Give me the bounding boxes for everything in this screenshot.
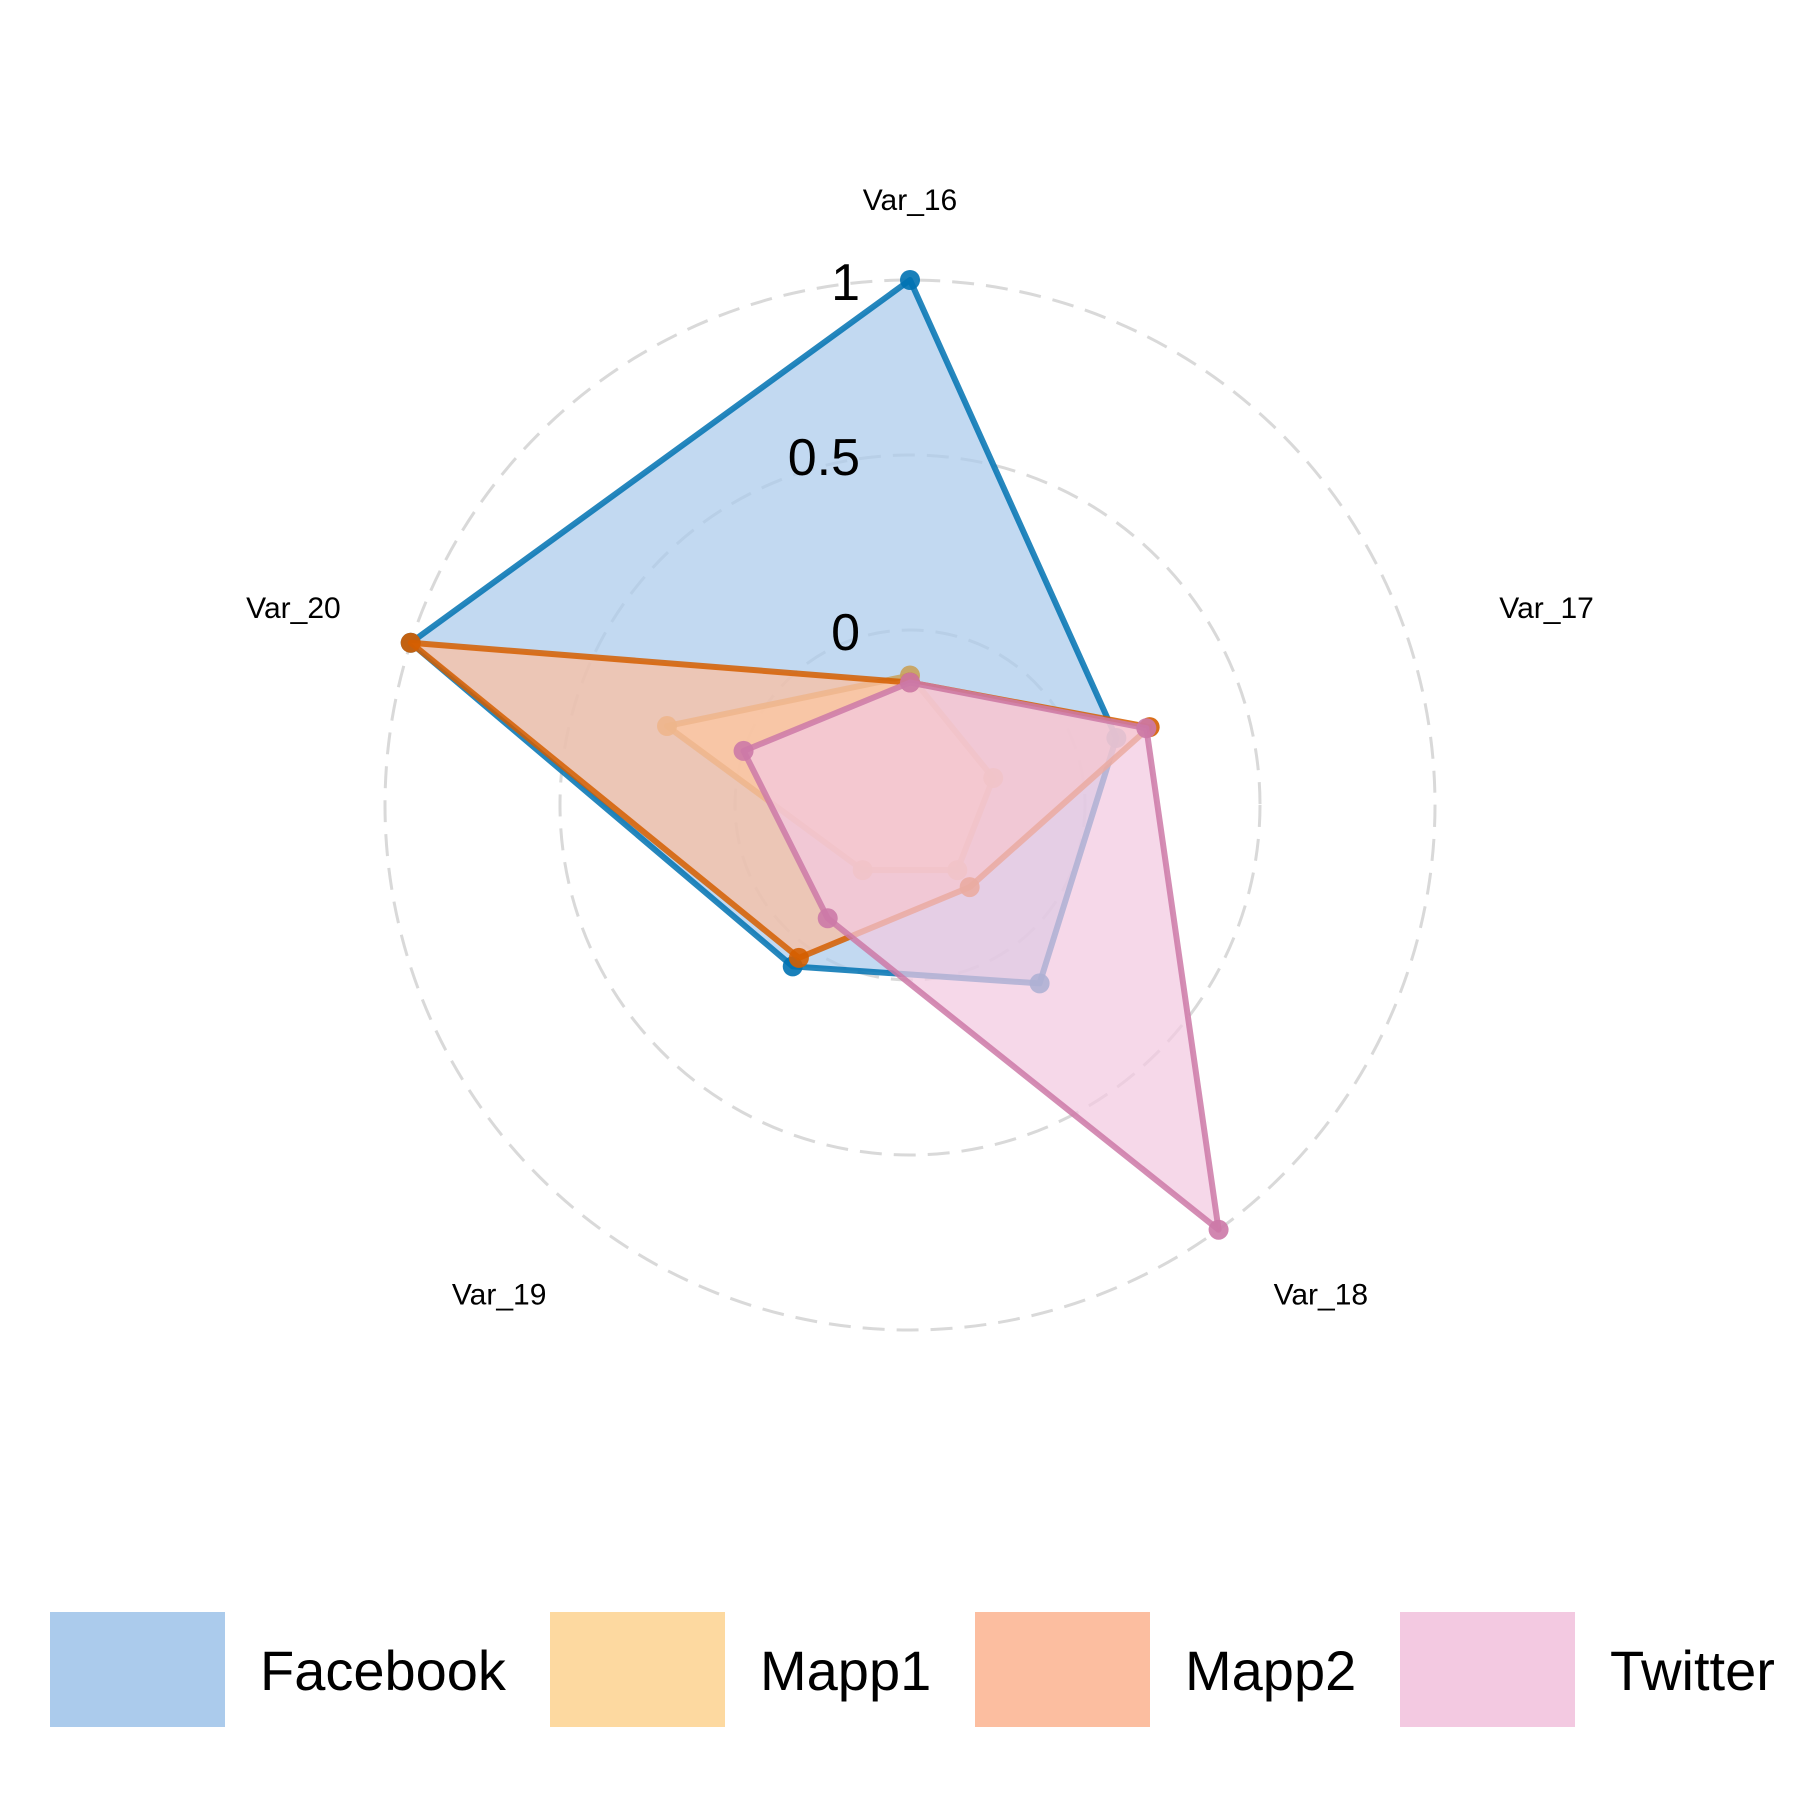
point-twitter-var_19 [817, 908, 838, 929]
legend-label-facebook: Facebook [260, 1639, 507, 1702]
legend: Facebook Mapp1 Mapp2 Twitter [50, 1612, 1775, 1727]
axis-label-var_20: Var_20 [246, 592, 341, 625]
label-layer: 0 0.5 1 Var_16 Var_17 Var_18 Var_19 Var_20 [246, 184, 1594, 1312]
point-mapp2-var_19 [788, 947, 809, 968]
point-facebook-var_16 [900, 270, 920, 290]
point-twitter-var_20 [733, 740, 754, 761]
gridline-circle-2 [383, 278, 1437, 1332]
series-area-twitter [740, 679, 1222, 1233]
legend-swatch-mapp2 [975, 1612, 1150, 1727]
legend-label-twitter: Twitter [1610, 1639, 1775, 1702]
point-twitter-var_16 [900, 672, 920, 693]
axis-label-var_16: Var_16 [863, 184, 958, 217]
legend-swatch-facebook [50, 1612, 225, 1727]
series-twitter [733, 672, 1229, 1240]
point-twitter-var_17 [1136, 718, 1157, 739]
axis-label-var_19: Var_19 [452, 1279, 547, 1312]
tick-label-0: 0 [831, 604, 860, 662]
point-twitter-var_18 [1208, 1219, 1229, 1240]
axis-label-var_18: Var_18 [1274, 1279, 1369, 1312]
legend-swatch-mapp1 [550, 1612, 725, 1727]
point-mapp2-var_20 [400, 632, 421, 653]
legend-label-mapp2: Mapp2 [1185, 1639, 1356, 1702]
tick-label-1: 0.5 [788, 429, 860, 487]
axis-label-var_17: Var_17 [1499, 592, 1594, 625]
legend-label-mapp1: Mapp1 [760, 1639, 931, 1702]
legend-swatch-twitter [1400, 1612, 1575, 1727]
series-layer [400, 270, 1229, 1240]
tick-label-2: 1 [831, 254, 860, 312]
